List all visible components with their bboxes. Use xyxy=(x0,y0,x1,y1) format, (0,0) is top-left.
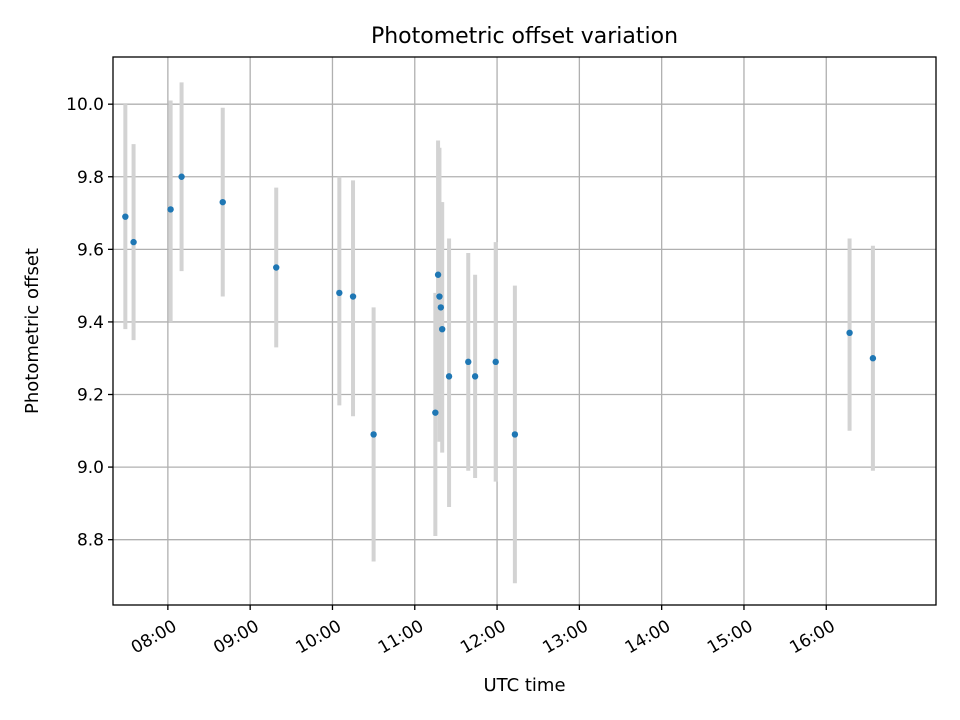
x-axis-label: UTC time xyxy=(483,675,565,696)
y-tick-label: 9.6 xyxy=(77,240,104,260)
y-tick-label: 10.0 xyxy=(66,95,104,115)
chart-title: Photometric offset variation xyxy=(371,24,678,49)
data-point xyxy=(465,358,472,366)
data-point xyxy=(178,173,185,180)
y-axis-label: Photometric offset xyxy=(22,248,43,414)
data-point xyxy=(492,358,499,366)
data-point xyxy=(846,329,853,337)
y-tick-label: 8.8 xyxy=(77,531,104,551)
data-point xyxy=(445,373,453,380)
plot-frame xyxy=(112,56,937,606)
data-point xyxy=(370,431,377,438)
data-point xyxy=(439,325,446,333)
data-point xyxy=(349,293,357,300)
data-point xyxy=(219,198,226,206)
data-point xyxy=(432,409,439,416)
data-points xyxy=(122,173,877,438)
data-point xyxy=(434,271,442,278)
data-point xyxy=(869,355,877,362)
data-point xyxy=(511,431,519,438)
y-tick-label: 9.2 xyxy=(77,386,104,406)
y-tick-label: 9.4 xyxy=(77,313,104,333)
data-point xyxy=(122,213,129,220)
y-tick-label: 9.8 xyxy=(77,168,104,188)
data-point xyxy=(436,293,443,300)
data-point xyxy=(130,238,137,246)
data-point xyxy=(273,264,280,271)
data-point xyxy=(336,289,343,297)
y-tick-label: 9.0 xyxy=(77,458,104,478)
data-point xyxy=(471,373,479,380)
data-point xyxy=(167,206,174,213)
data-point xyxy=(437,304,445,311)
